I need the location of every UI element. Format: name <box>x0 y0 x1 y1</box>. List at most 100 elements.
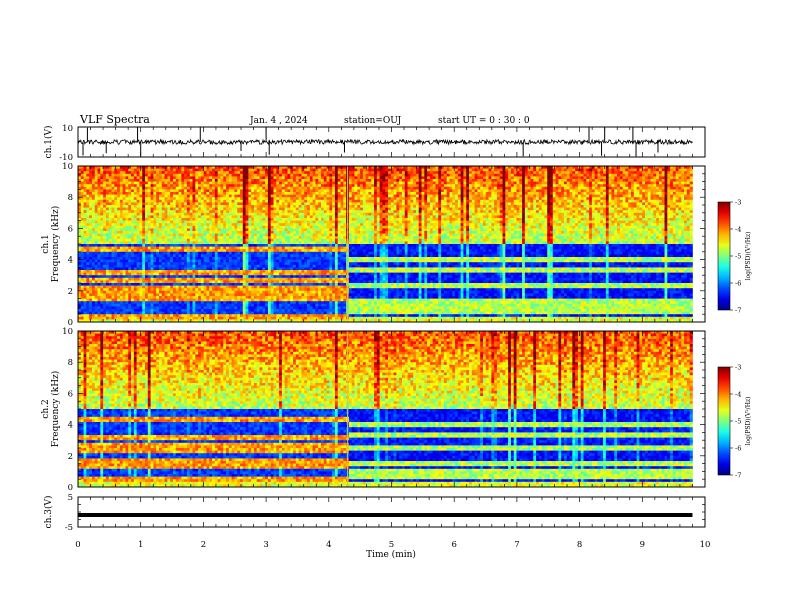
spectrogram-cell <box>179 257 182 260</box>
spectrogram-cell <box>142 171 145 174</box>
spectrogram-cell <box>106 296 109 299</box>
spectrogram-cell <box>220 262 223 265</box>
spectrogram-cell <box>220 296 223 299</box>
spectrogram-cell <box>293 275 296 278</box>
spectrogram-cell <box>290 304 293 307</box>
spectrogram-cell <box>89 299 92 302</box>
spectrogram-cell <box>95 174 98 177</box>
spectrogram-cell <box>290 208 293 211</box>
spectrogram-cell <box>254 252 257 255</box>
spectrogram-cell <box>279 254 282 257</box>
spectrogram-cell <box>218 314 221 317</box>
spectrogram-cell <box>223 265 226 268</box>
spectrogram-cell <box>98 223 101 226</box>
spectrogram-cell <box>145 213 148 216</box>
spectrogram-cell <box>148 192 151 195</box>
spectrogram-cell <box>212 244 215 247</box>
spectrogram-cell <box>159 200 162 203</box>
spectrogram-cell <box>81 218 84 221</box>
spectrogram-cell <box>271 174 274 177</box>
spectrogram-cell <box>251 260 254 263</box>
spectrogram-cell <box>148 306 151 309</box>
spectrogram-cell <box>268 273 271 276</box>
spectrogram-cell <box>173 231 176 234</box>
spectrogram-cell <box>170 317 173 320</box>
spectrogram-cell <box>287 267 290 270</box>
spectrogram-cell <box>190 215 193 218</box>
spectrogram-cell <box>92 317 95 320</box>
spectrogram-cell <box>162 301 165 304</box>
spectrogram-cell <box>128 218 131 221</box>
spectrogram-cell <box>287 283 290 286</box>
spectrogram-cell <box>137 304 140 307</box>
spectrogram-cell <box>271 278 274 281</box>
spectrogram-cell <box>187 270 190 273</box>
spectrogram-cell <box>274 171 277 174</box>
spectrogram-cell <box>234 273 237 276</box>
spectrogram-cell <box>92 288 95 291</box>
spectrogram-cell <box>254 228 257 231</box>
spectrogram-cell <box>145 257 148 260</box>
spectrogram-cell <box>226 171 229 174</box>
spectrogram-cell <box>137 252 140 255</box>
spectrogram-cell <box>282 189 285 192</box>
spectrogram-cell <box>134 197 137 200</box>
spectrogram-cell <box>204 182 207 185</box>
spectrogram-cell <box>220 273 223 276</box>
spectrogram-cell <box>248 299 251 302</box>
spectrogram-cell <box>103 215 106 218</box>
spectrogram-cell <box>190 262 193 265</box>
spectrogram-cell <box>92 273 95 276</box>
spectrogram-cell <box>142 182 145 185</box>
spectrogram-cell <box>139 270 142 273</box>
spectrogram-cell <box>287 213 290 216</box>
spectrogram-cell <box>170 241 173 244</box>
spectrogram-cell <box>285 171 288 174</box>
spectrogram-cell <box>237 210 240 213</box>
spectrogram-cell <box>114 288 117 291</box>
spectrogram-cell <box>162 296 165 299</box>
spectrogram-cell <box>296 234 299 237</box>
spectrogram-cell <box>287 286 290 289</box>
spectrogram-cell <box>274 291 277 294</box>
spectrogram-cell <box>120 236 123 239</box>
spectrogram-cell <box>220 223 223 226</box>
spectrogram-cell <box>218 169 221 172</box>
spectrogram-cell <box>212 283 215 286</box>
spectrogram-cell <box>301 197 304 200</box>
spectrogram-cell <box>243 312 246 315</box>
spectrogram-cell <box>218 208 221 211</box>
spectrogram-cell <box>271 309 274 312</box>
spectrogram-cell <box>271 226 274 229</box>
spectrogram-cell <box>299 265 302 268</box>
spectrogram-cell <box>246 257 249 260</box>
spectrogram-cell <box>139 176 142 179</box>
spectrogram-cell <box>128 210 131 213</box>
spectrogram-cell <box>279 213 282 216</box>
spectrogram-cell <box>274 249 277 252</box>
spectrogram-cell <box>268 280 271 283</box>
spectrogram-cell <box>287 176 290 179</box>
spectrogram-cell <box>260 280 263 283</box>
spectrogram-cell <box>184 314 187 317</box>
spectrogram-cell <box>251 234 254 237</box>
spectrogram-cell <box>100 296 103 299</box>
spectrogram-cell <box>117 296 120 299</box>
spectrogram-cell <box>156 314 159 317</box>
spectrogram-cell <box>95 234 98 237</box>
spectrogram-cell <box>89 223 92 226</box>
spectrogram-cell <box>170 260 173 263</box>
spectrogram-cell <box>184 273 187 276</box>
spectrogram-cell <box>209 306 212 309</box>
spectrogram-cell <box>181 179 184 182</box>
spectrogram-cell <box>206 228 209 231</box>
spectrogram-cell <box>246 275 249 278</box>
spectrogram-cell <box>156 223 159 226</box>
spectrogram-cell <box>179 236 182 239</box>
spectrogram-cell <box>153 314 156 317</box>
spectrogram-cell <box>254 254 257 257</box>
spectrogram-cell <box>265 197 268 200</box>
spectrogram-cell <box>190 293 193 296</box>
spectrogram-cell <box>117 218 120 221</box>
spectrogram-cell <box>204 179 207 182</box>
